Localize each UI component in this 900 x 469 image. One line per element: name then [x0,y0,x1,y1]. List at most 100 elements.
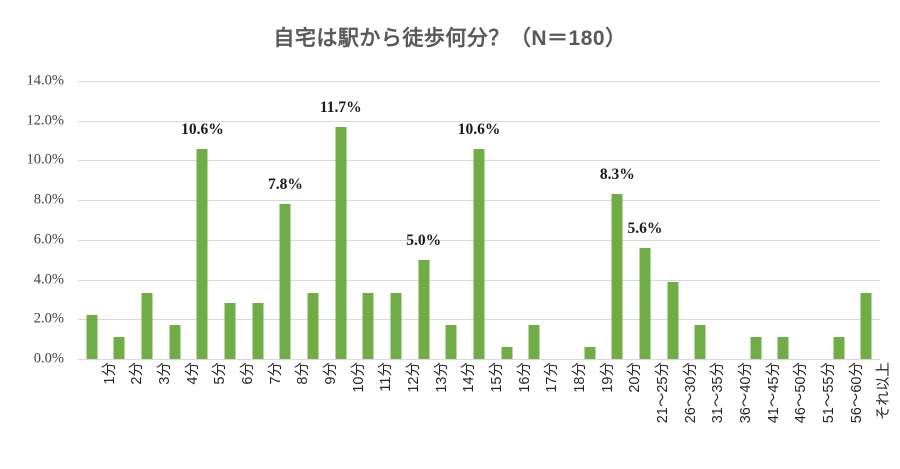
x-axis-tick-text: 7分 [267,362,284,385]
bar-slot [548,81,576,359]
x-axis-tick-text: 31〜35分 [710,362,727,424]
bar-data-label: 10.6% [181,120,224,138]
bar[interactable] [667,281,679,359]
x-axis-tick-label: 19分 [596,362,627,393]
x-axis-tick-text: 10分 [350,362,367,393]
x-axis-tick-label: 16分 [513,362,544,393]
y-axis-tick-label: 4.0% [33,271,64,288]
x-axis-tick-label: それ以上 [872,362,900,420]
bar[interactable] [445,325,457,359]
bar[interactable] [141,293,153,359]
bar[interactable] [584,347,596,359]
bar[interactable] [777,337,789,359]
bar-slot [852,81,880,359]
x-axis-tick-text: 36〜40分 [737,362,754,424]
bar-slot [382,81,410,359]
bar-slot [520,81,548,359]
bar-data-label: 5.0% [406,231,442,249]
bar-slot [189,81,217,359]
bar-slot [659,81,687,359]
x-axis-tick-text: 6分 [240,362,257,385]
plot-area: 10.6% 7.8% 11.7% 5.0% 10.6% 8.3% 5.6% [78,81,880,360]
bar[interactable] [224,303,236,359]
x-axis-tick-text: 26〜30分 [682,362,699,424]
bar[interactable] [307,293,319,359]
y-axis-tick-label: 0.0% [33,350,64,367]
bar[interactable] [528,325,540,359]
bar[interactable] [473,148,485,359]
bar-slot [742,81,770,359]
x-axis-tick-text: 56〜60分 [848,362,865,424]
x-axis-tick-text: 21〜25分 [654,362,671,424]
bar[interactable] [196,148,208,359]
bar-slot [327,81,355,359]
bar-slot [244,81,272,359]
bar-data-label: 7.8% [267,176,303,194]
y-axis-tick-label: 14.0% [26,72,64,89]
y-axis-tick-label: 10.0% [26,151,64,168]
bar[interactable] [169,325,181,359]
bar[interactable] [362,293,374,359]
x-axis-tick-label: 3分 [153,362,176,385]
bar[interactable] [252,303,264,359]
x-axis-tick-label: 1分 [98,362,121,385]
x-axis-tick-text: それ以上 [876,362,893,420]
bar-slot [714,81,742,359]
x-axis-tick-text: 16分 [516,362,533,393]
bar-slot [133,81,161,359]
bar-data-label: 11.7% [319,98,362,116]
bar-slot [161,81,189,359]
bar[interactable] [639,247,651,359]
bar-slot [355,81,383,359]
y-axis-tick-label: 8.0% [33,191,64,208]
bar[interactable] [750,337,762,359]
bar[interactable] [860,293,872,359]
x-axis-tick-text: 20分 [627,362,644,393]
x-axis-tick-text: 41〜45分 [765,362,782,424]
bar-slot [78,81,106,359]
bar-slot [576,81,604,359]
bar-slot [825,81,853,359]
x-axis-tick-label: 8分 [291,362,314,385]
x-axis-tick-label: 12分 [402,362,433,393]
bar[interactable] [694,325,706,359]
x-axis-tick-label: 4分 [181,362,204,385]
bar[interactable] [390,293,402,359]
x-axis-tick-text: 19分 [599,362,616,393]
bar[interactable] [611,194,623,359]
x-axis-tick-text: 51〜55分 [820,362,837,424]
bar-data-label: 8.3% [599,166,635,184]
x-axis-tick-label: 10分 [347,362,378,393]
bar-slot [603,81,631,359]
bar-slot [272,81,300,359]
bar[interactable] [335,126,347,359]
x-axis-tick-label: 7分 [264,362,287,385]
y-axis-tick-label: 6.0% [33,231,64,248]
bar-slot [769,81,797,359]
bar-slot [631,81,659,359]
bar-slot [299,81,327,359]
x-axis-tick-label: 17分 [540,362,571,393]
y-axis-tick-label: 2.0% [33,310,64,327]
bar-slot [797,81,825,359]
x-axis-tick-label: 14分 [457,362,488,393]
bar[interactable] [86,315,98,359]
x-axis-line [78,359,880,360]
x-axis-tick-text: 3分 [157,362,174,385]
x-axis-tick-label: 13分 [430,362,461,393]
bar[interactable] [418,259,430,359]
bar[interactable] [279,204,291,359]
bar[interactable] [501,347,513,359]
x-axis-tick-label: 2分 [125,362,148,385]
bar[interactable] [113,337,125,359]
x-axis: 1分 2分 3分 4分 5分 6分 7分 8分 9分 10分 11分 12分 13分 14分 15分 16分 1… [78,362,892,469]
y-axis: 14.0% 12.0% 10.0% 8.0% 6.0% 4.0% 2.0% 0.0% [0,73,70,367]
bar-slot [106,81,134,359]
bar[interactable] [833,337,844,359]
chart-title: 自宅は駅から徒歩何分？（N＝180） [273,27,627,50]
x-axis-tick-label: 5分 [208,362,231,385]
x-axis-tick-text: 18分 [571,362,588,393]
x-axis-tick-label: 15分 [485,362,516,393]
x-axis-tick-text: 11分 [378,362,395,392]
x-axis-tick-label: 11分 [374,362,404,392]
